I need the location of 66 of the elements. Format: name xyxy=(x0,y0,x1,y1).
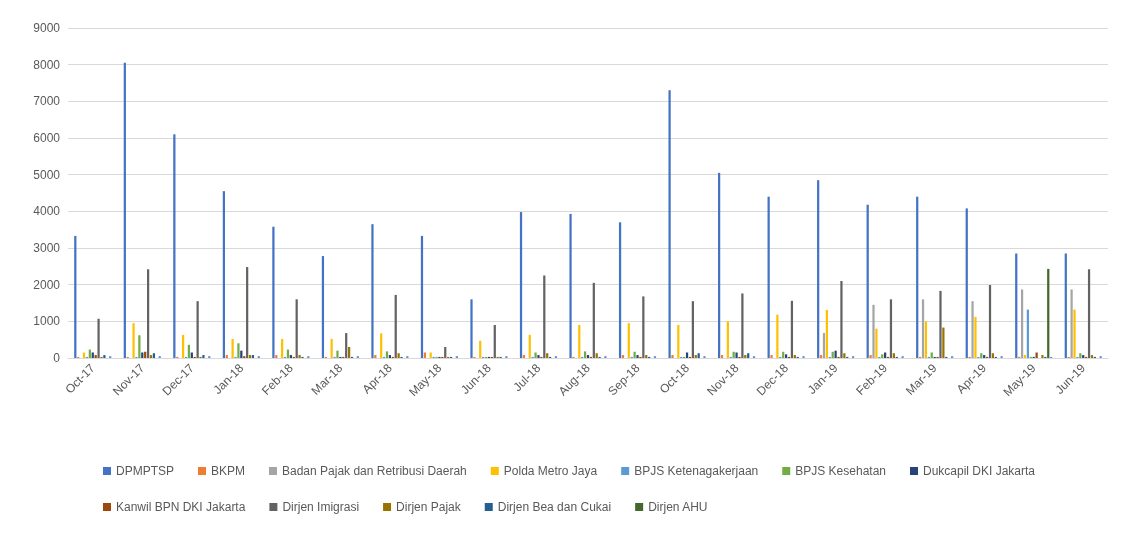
legend-label: Dirjen Imigrasi xyxy=(282,500,360,514)
bar xyxy=(965,208,968,358)
bar xyxy=(872,304,875,358)
bar xyxy=(385,351,389,358)
bar xyxy=(237,343,240,358)
bar xyxy=(1073,309,1076,358)
bar xyxy=(825,309,829,358)
bar xyxy=(173,134,176,358)
bar xyxy=(691,301,694,358)
bar xyxy=(569,213,572,358)
bar xyxy=(272,226,275,358)
bar xyxy=(988,285,992,358)
y-tick-label: 4000 xyxy=(33,204,61,219)
bar xyxy=(583,351,587,358)
legend-label: Dirjen AHU xyxy=(648,500,708,514)
bar xyxy=(633,351,636,358)
y-tick-label: 6000 xyxy=(33,131,61,145)
legend-label: Dukcapil DKI Jakarta xyxy=(922,464,1036,478)
bar xyxy=(741,293,744,358)
bar xyxy=(924,321,928,358)
y-tick-label: 3000 xyxy=(33,241,61,255)
y-tick-label: 0 xyxy=(53,351,61,365)
legend-label: Kanwil BPN DKI Jakarta xyxy=(116,500,246,514)
y-tick-label: 9000 xyxy=(33,21,61,35)
bar xyxy=(196,301,199,358)
legend-label: Badan Pajak dan Retribusi Daerah xyxy=(282,464,467,478)
bar xyxy=(222,191,225,358)
bar xyxy=(726,321,729,358)
bar xyxy=(336,350,339,358)
bar xyxy=(939,290,942,358)
bar xyxy=(295,299,298,358)
bar xyxy=(1070,289,1073,358)
bar xyxy=(770,355,773,358)
bar xyxy=(974,316,977,358)
bar xyxy=(671,355,674,358)
bar xyxy=(642,296,645,358)
bar xyxy=(921,299,925,358)
bar xyxy=(371,224,374,358)
y-tick-label: 5000 xyxy=(33,167,61,182)
bar xyxy=(138,335,141,358)
legend-label: DPMPTSP xyxy=(116,464,175,478)
bar xyxy=(231,338,234,358)
bar xyxy=(627,323,630,358)
bar xyxy=(470,299,473,358)
legend-label: Dirjen Bea dan Cukai xyxy=(497,500,612,514)
bar xyxy=(1020,289,1024,358)
bar xyxy=(668,90,671,358)
y-tick-label: 1000 xyxy=(33,314,61,329)
y-tick-label: 7000 xyxy=(33,94,61,109)
bar xyxy=(942,327,945,358)
bar xyxy=(380,333,383,358)
bar xyxy=(869,355,872,358)
bar xyxy=(840,281,843,358)
y-tick-label: 8000 xyxy=(33,57,61,72)
bar xyxy=(97,318,100,358)
y-tick-label: 2000 xyxy=(33,277,61,292)
bar xyxy=(132,323,135,358)
bar xyxy=(875,328,878,358)
bar xyxy=(246,267,249,358)
bar xyxy=(889,299,893,358)
legend-label: BPJS Kesehatan xyxy=(795,464,886,478)
legend-label: BPJS Ketenagakerjaan xyxy=(634,464,759,478)
legend-label: BKPM xyxy=(211,464,246,478)
bar xyxy=(971,301,974,358)
legend-label: Dirjen Pajak xyxy=(396,500,462,514)
legend-label: Polda Metro Jaya xyxy=(503,464,598,478)
